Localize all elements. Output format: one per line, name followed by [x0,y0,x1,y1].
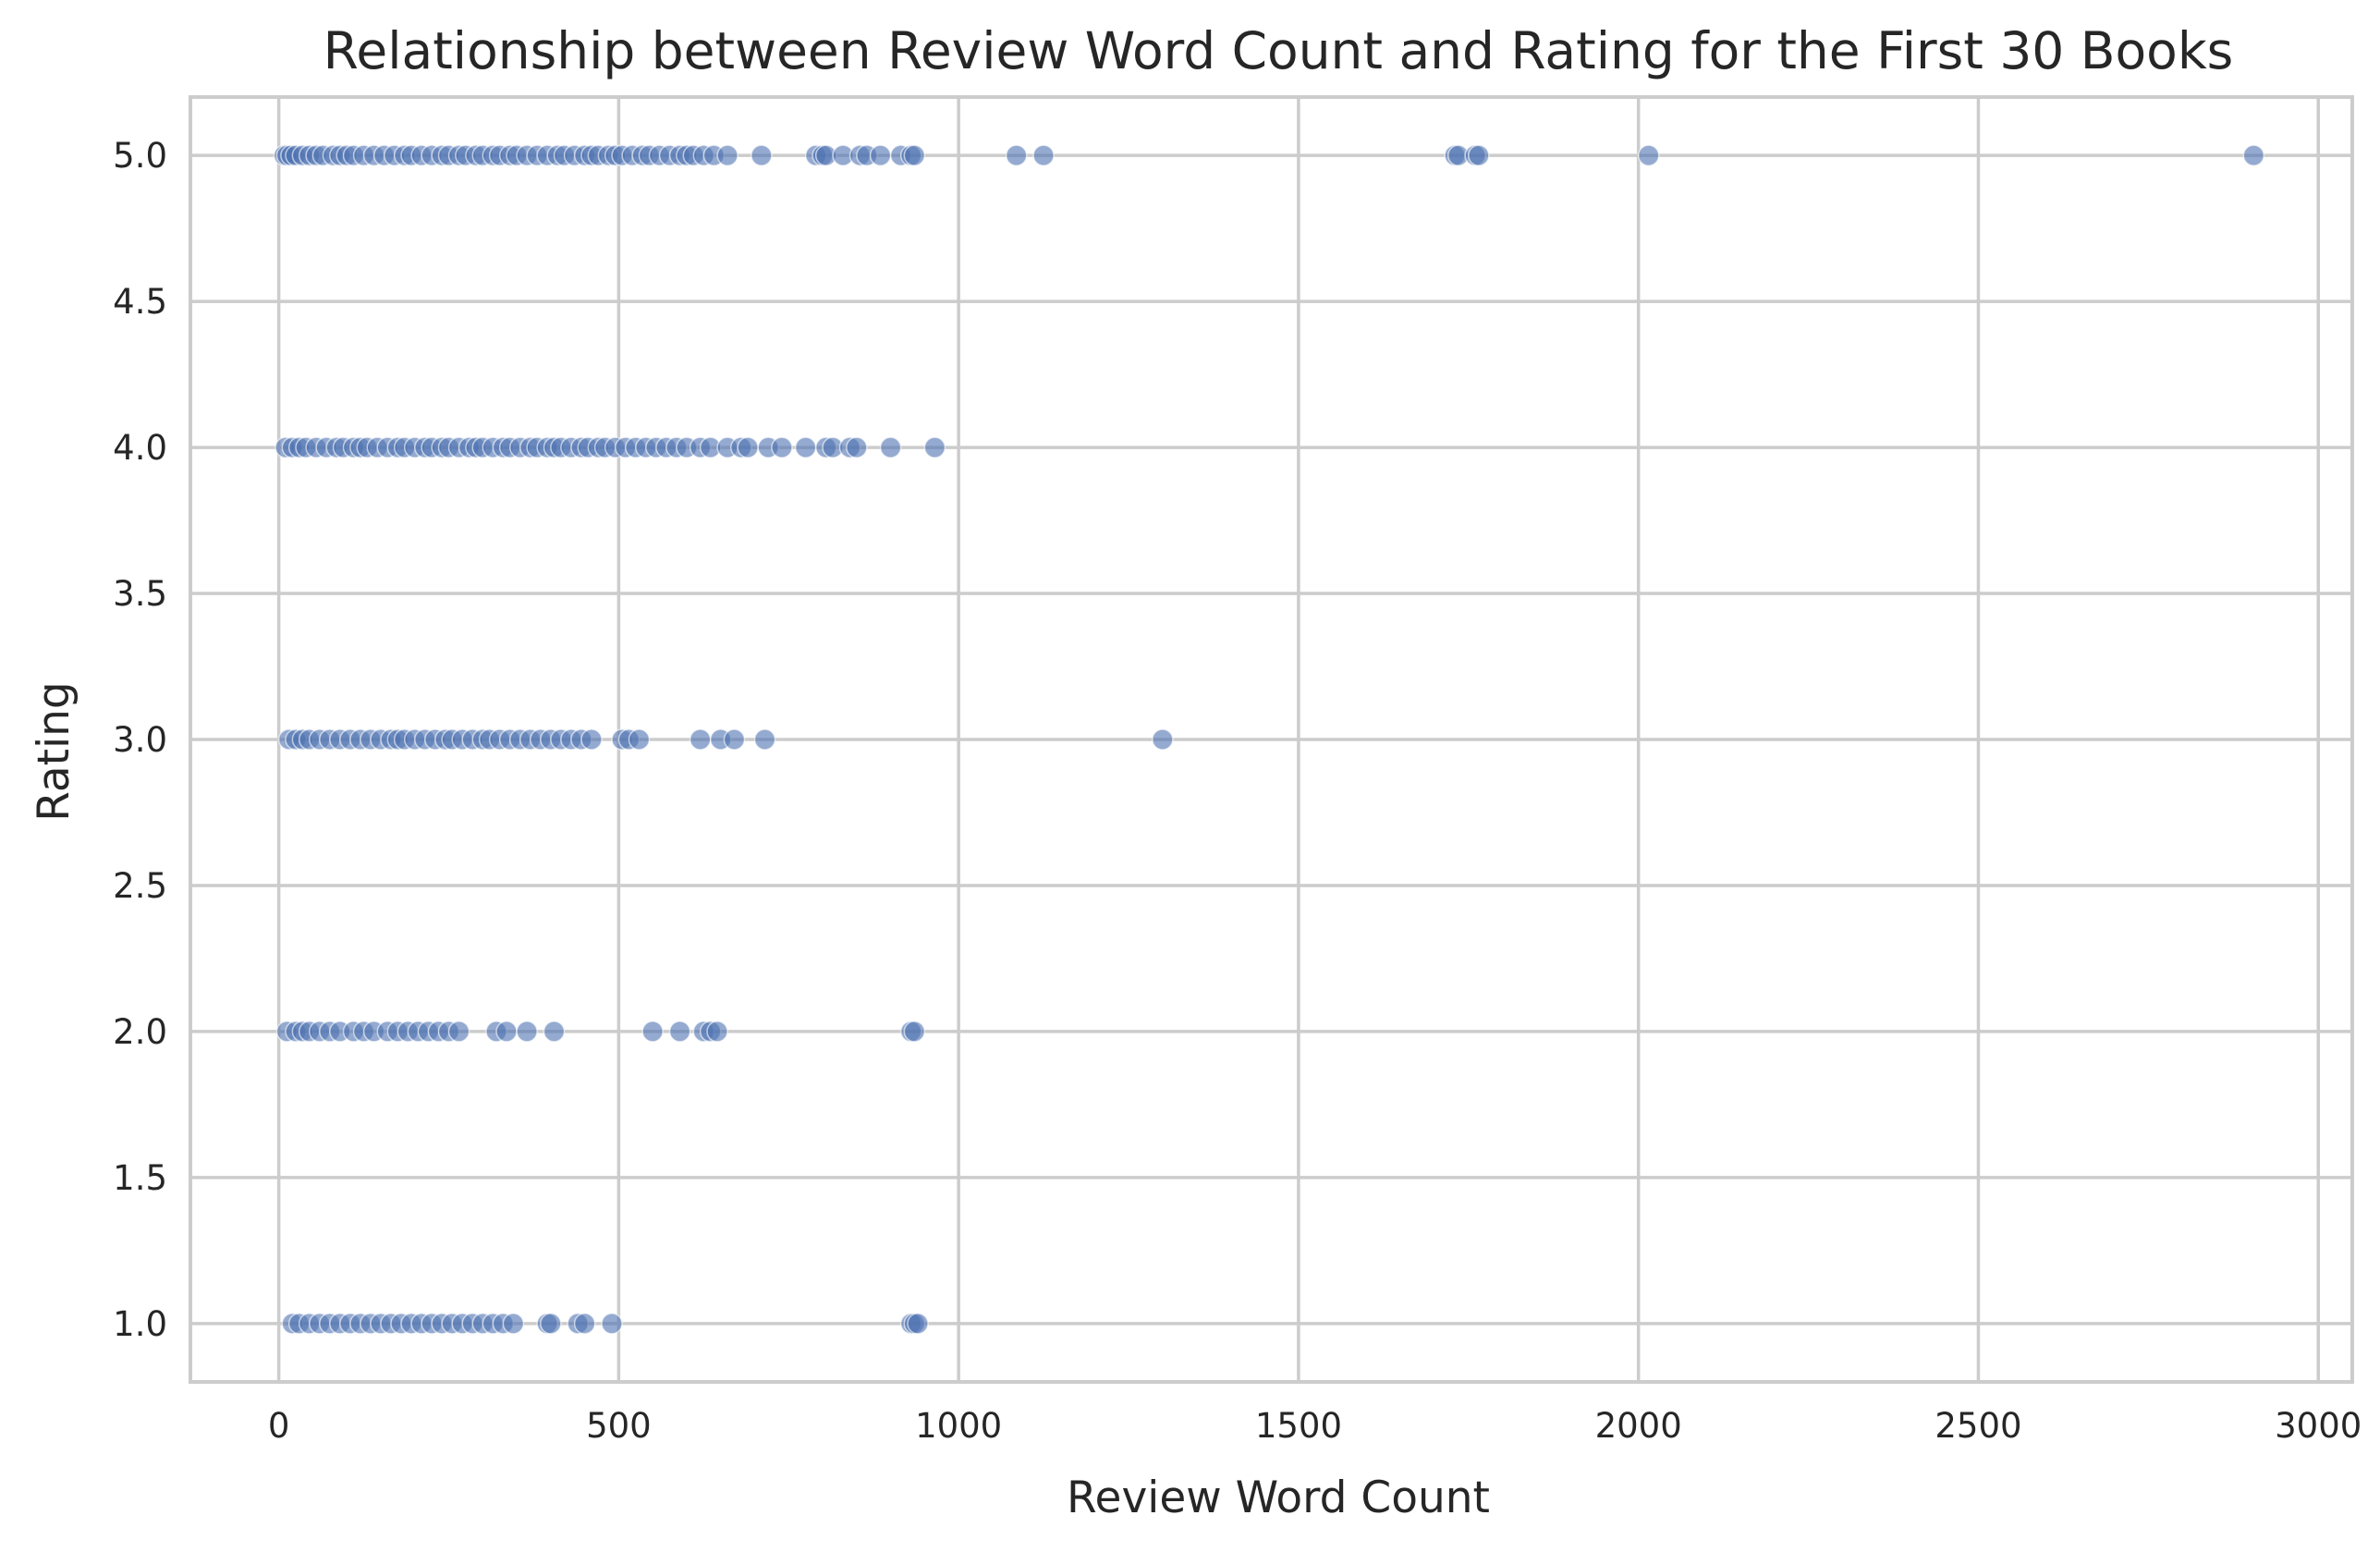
y-tick-label: 2.0 [113,1012,167,1052]
x-tick-label: 1500 [1255,1406,1342,1446]
y-tick-label: 4.0 [113,428,167,468]
data-point [723,728,746,751]
y-tick-label: 3.0 [113,720,167,760]
data-point [903,144,926,166]
data-point [1637,144,1660,166]
data-point [540,1313,562,1335]
x-tick-labels: 0 500 1000 1500 2000 2500 3000 [268,1406,2362,1446]
y-tick-label: 4.5 [113,282,167,322]
data-point [668,1020,691,1043]
data-point [495,1020,518,1043]
x-tick-label: 2500 [1935,1406,2021,1446]
y-tick-label: 3.5 [113,574,167,614]
data-point [1152,728,1174,751]
data-point [794,436,817,458]
data-point [771,436,793,458]
x-tick-label: 0 [268,1406,290,1446]
data-point [543,1020,566,1043]
data-point [879,436,902,458]
plot-frame [189,95,2354,1384]
points-layer [273,144,2265,1335]
data-point [447,1020,470,1043]
x-tick-label: 2000 [1595,1406,1682,1446]
data-point [1468,144,1490,166]
data-point [628,728,651,751]
data-point [502,1313,525,1335]
data-point [601,1313,623,1335]
data-point [737,436,759,458]
data-point [751,144,773,166]
y-axis-label: Rating [29,681,79,822]
x-axis-label: Review Word Count [1067,1473,1490,1523]
data-point [923,436,946,458]
data-point [869,144,892,166]
data-point [689,728,712,751]
data-point [716,144,738,166]
data-point [2242,144,2265,166]
data-point [1032,144,1055,166]
y-tick-label: 1.5 [113,1158,167,1198]
data-point [907,1313,929,1335]
chart-title: Relationship between Review Word Count a… [323,21,2234,80]
y-tick-label: 1.0 [113,1304,167,1344]
data-point [753,728,776,751]
x-tick-label: 3000 [2275,1406,2362,1446]
data-point [903,1020,926,1043]
data-point [580,728,603,751]
data-point [1005,144,1028,166]
data-point [706,1020,728,1043]
data-point [573,1313,596,1335]
x-tick-label: 500 [586,1406,652,1446]
data-point [516,1020,538,1043]
y-tick-label: 5.0 [113,136,167,176]
x-tick-label: 1000 [915,1406,1002,1446]
y-tick-label: 2.5 [113,866,167,906]
data-point [846,436,868,458]
y-tick-labels: 1.0 1.5 2.0 2.5 3.0 3.5 4.0 4.5 5.0 [113,136,167,1344]
data-point [641,1020,664,1043]
